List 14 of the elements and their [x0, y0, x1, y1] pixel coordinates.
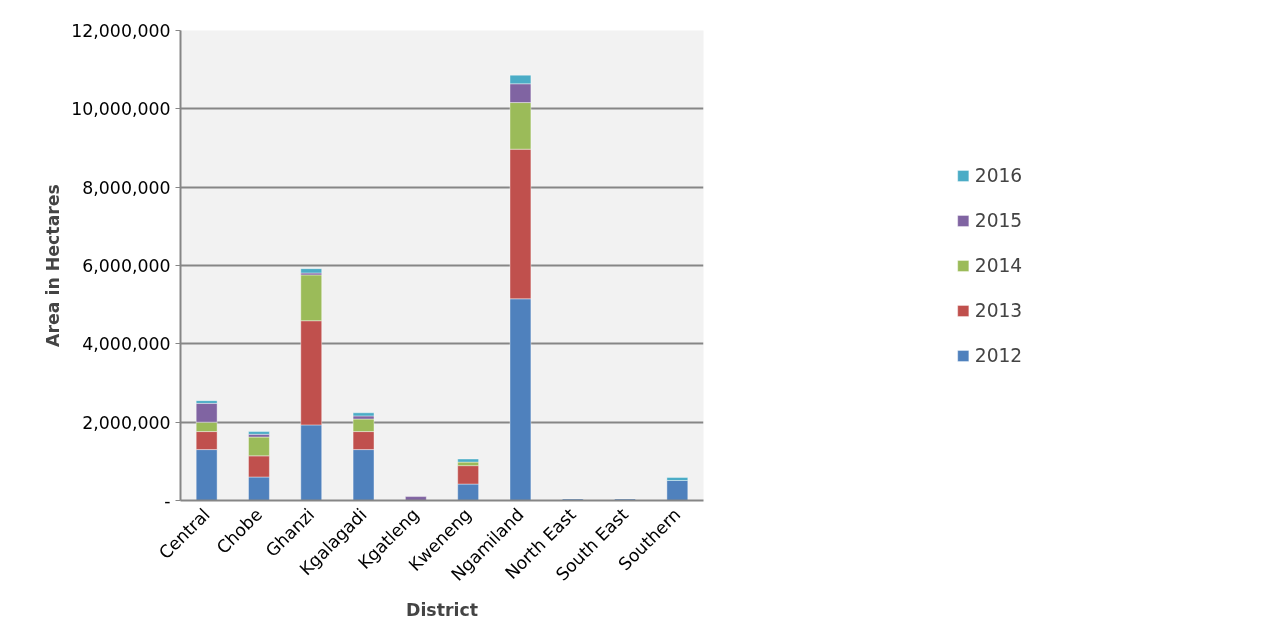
y-tick-label: 2,000,000 [82, 412, 171, 433]
y-tick-label: 10,000,000 [71, 99, 171, 120]
y-tick-label: 4,000,000 [82, 334, 171, 355]
legend-label: 2014 [974, 254, 1023, 276]
y-tick-label: 6,000,000 [82, 256, 171, 276]
y-tick-label: 8,000,000 [82, 177, 171, 198]
y-tick-label: 12,000,000 [71, 21, 171, 41]
x-axis-title: District [406, 599, 478, 620]
legend-label: 2012 [974, 344, 1023, 366]
legend-label: 2013 [974, 299, 1023, 321]
legend-label: 2016 [974, 164, 1023, 186]
y-axis-title: Area in Hectares [43, 184, 64, 347]
legend-label: 2015 [974, 209, 1023, 231]
y-tick-label: - [164, 491, 171, 511]
